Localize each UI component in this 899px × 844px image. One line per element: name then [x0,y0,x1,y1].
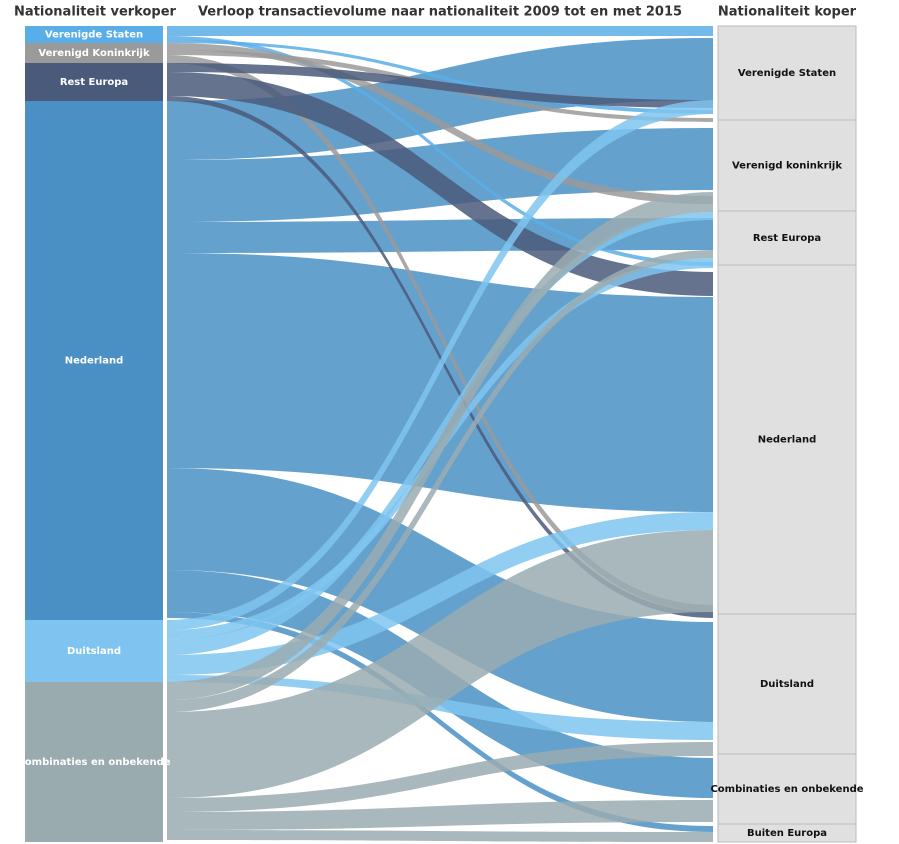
seller-label: Verenigd Koninkrijk [38,48,150,59]
seller-node [25,101,163,620]
seller-node [25,682,163,842]
flow [167,253,713,512]
buyer-node [717,210,857,266]
flow [167,100,713,630]
seller-node [25,63,163,101]
buyer-node [717,613,857,755]
flow [167,212,713,655]
flow [167,612,713,832]
flow [167,530,713,798]
left-header: Nationaliteit verkoper [14,5,176,20]
flow [167,38,713,160]
buyer-label: Buiten Europa [747,828,827,839]
flow [167,742,713,812]
seller-label: Verenigde Staten [45,30,143,41]
flows [167,26,713,842]
seller-label: Rest Europa [60,77,128,88]
right-header: Nationaliteit koper [718,5,857,20]
buyer-label: Nederland [758,435,816,446]
buyer-node [717,823,857,843]
seller-node [25,620,163,682]
title: Verloop transactievolume naar nationalit… [198,5,682,20]
seller-node [25,43,163,63]
buyer-label: Combinaties en onbekende [710,784,863,795]
buyer-node [717,264,857,615]
flow [167,26,713,36]
buyer-label: Verenigde Staten [738,68,836,79]
flow [167,250,713,712]
flow [167,63,713,108]
flow [167,675,713,740]
flow [167,96,713,618]
seller-label: Duitsland [67,646,121,657]
seller-label: Combinaties en onbekende [17,757,170,768]
flow [167,830,713,842]
buyer-label: Verenigd koninkrijk [732,161,842,172]
seller-label: Nederland [65,356,123,367]
buyer-label: Rest Europa [753,233,821,244]
flow [167,192,713,700]
buyer-label: Duitsland [760,679,814,690]
flow [167,55,713,612]
flow [167,800,713,830]
flow [167,36,713,266]
seller-node [25,26,163,43]
buyer-node [717,25,857,121]
flow [167,43,713,204]
buyer-node [717,119,857,212]
flow [167,72,713,296]
nodes: Verenigde Staten Verenigd Koninkrijk Rest … [17,25,864,843]
flow [167,40,713,114]
flow [167,512,713,675]
